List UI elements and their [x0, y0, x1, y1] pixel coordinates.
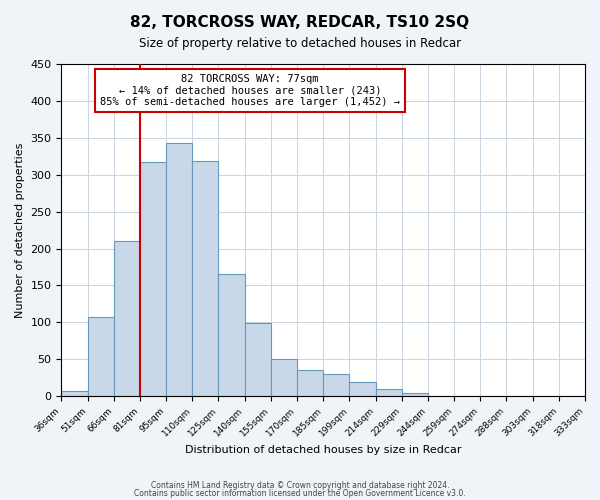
Bar — [193, 160, 218, 396]
Text: Size of property relative to detached houses in Redcar: Size of property relative to detached ho… — [139, 38, 461, 51]
Bar — [140, 162, 166, 396]
Bar — [245, 323, 271, 396]
Bar — [402, 392, 428, 396]
Bar — [297, 370, 323, 396]
Y-axis label: Number of detached properties: Number of detached properties — [15, 142, 25, 318]
Bar — [323, 374, 349, 396]
Bar — [349, 382, 376, 396]
Text: Contains public sector information licensed under the Open Government Licence v3: Contains public sector information licen… — [134, 488, 466, 498]
Bar — [114, 241, 140, 396]
X-axis label: Distribution of detached houses by size in Redcar: Distribution of detached houses by size … — [185, 445, 461, 455]
Bar — [166, 143, 193, 396]
Text: Contains HM Land Registry data © Crown copyright and database right 2024.: Contains HM Land Registry data © Crown c… — [151, 481, 449, 490]
Bar — [61, 391, 88, 396]
Text: 82 TORCROSS WAY: 77sqm
← 14% of detached houses are smaller (243)
85% of semi-de: 82 TORCROSS WAY: 77sqm ← 14% of detached… — [100, 74, 400, 107]
Bar — [218, 274, 245, 396]
Bar — [376, 389, 402, 396]
Text: 82, TORCROSS WAY, REDCAR, TS10 2SQ: 82, TORCROSS WAY, REDCAR, TS10 2SQ — [130, 15, 470, 30]
Bar — [271, 360, 297, 396]
Bar — [88, 317, 114, 396]
